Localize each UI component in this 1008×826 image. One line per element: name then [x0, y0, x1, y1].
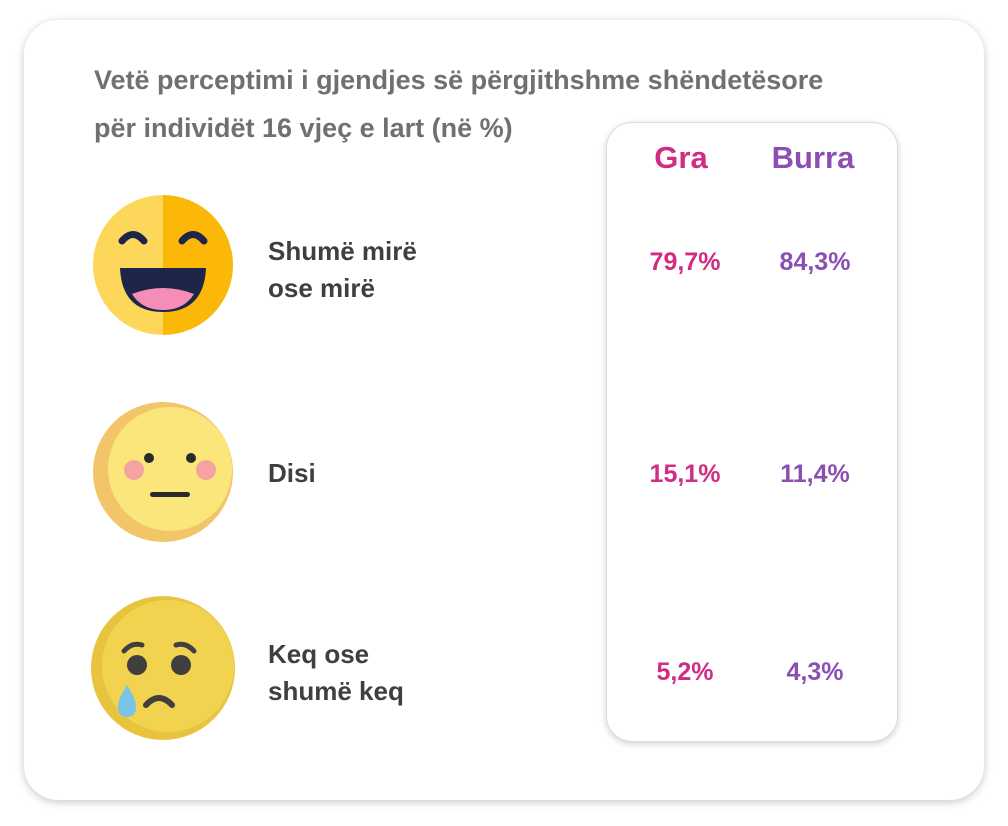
- title-line-2: për individët 16 vjeç e lart (në %): [94, 113, 513, 143]
- row-label-bad: Keq ose shumë keq: [268, 639, 404, 706]
- value-women-somewhat: 15,1%: [649, 460, 721, 488]
- value-men-bad: 4,3%: [786, 658, 844, 686]
- row-label-good: Shumë mirë ose mirë: [268, 236, 417, 303]
- column-header-women: Gra: [654, 140, 708, 175]
- row-label-somewhat: Disi: [268, 458, 316, 488]
- crying-face-icon: [91, 596, 235, 740]
- title-line-1: Vetë perceptimi i gjendjes së përgjithsh…: [94, 65, 824, 95]
- value-men-good: 84,3%: [779, 248, 851, 276]
- value-women-bad: 5,2%: [656, 658, 714, 686]
- laughing-face-icon: [93, 195, 233, 335]
- value-men-somewhat: 11,4%: [780, 460, 850, 488]
- column-header-men: Burra: [771, 140, 855, 175]
- neutral-face-icon: [93, 402, 233, 542]
- value-women-good: 79,7%: [649, 248, 721, 276]
- page-title: Vetë perceptimi i gjendjes së përgjithsh…: [94, 56, 914, 152]
- values-table-panel: [606, 122, 898, 742]
